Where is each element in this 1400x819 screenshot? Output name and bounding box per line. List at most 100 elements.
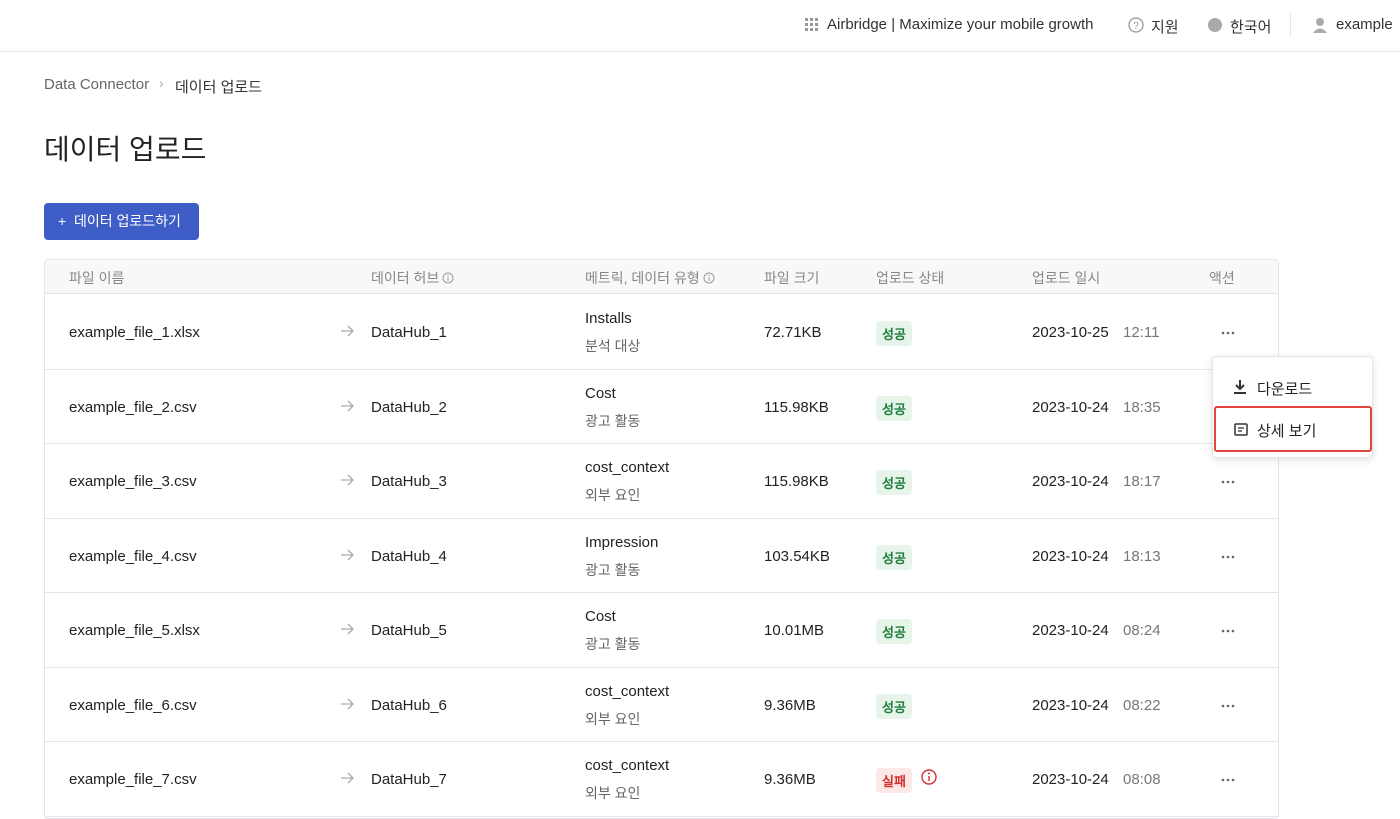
arrow-icon: [341, 548, 355, 566]
action-button[interactable]: [1221, 770, 1235, 788]
action-button[interactable]: [1221, 696, 1235, 714]
support-link[interactable]: 지원: [1151, 19, 1179, 36]
divider: [1290, 13, 1291, 37]
upload-date: 2023-10-24: [1032, 696, 1109, 714]
data-hub: DataHub_3: [371, 473, 447, 490]
upload-time: 18:35: [1123, 398, 1161, 416]
user-icon: [1313, 18, 1327, 33]
user-menu[interactable]: example: [1336, 16, 1393, 33]
plus-icon: +: [58, 213, 67, 229]
table-row: example_file_3.csv DataHub_3 cost_context 외…: [45, 444, 1278, 519]
data-type: 외부 요인: [585, 487, 641, 503]
arrow-icon: [341, 697, 355, 715]
file-name: example_file_1.xlsx: [69, 324, 200, 341]
status-info-icon[interactable]: [921, 769, 937, 790]
file-name: example_file_3.csv: [69, 473, 197, 490]
data-hub: DataHub_7: [371, 771, 447, 788]
help-icon: ?: [1128, 17, 1144, 33]
arrow-icon: [341, 324, 355, 342]
details-icon: [1234, 423, 1248, 436]
table-row: example_file_7.csv DataHub_7 cost_context 외…: [45, 742, 1278, 817]
metric: cost_context: [585, 682, 670, 700]
action-button[interactable]: [1221, 323, 1235, 341]
column-header: 파일 크기: [764, 270, 820, 286]
info-icon: [700, 270, 715, 286]
table-row: example_file_5.xlsx DataHub_5 Cost 광고 활동 10.…: [45, 593, 1278, 668]
data-hub: DataHub_6: [371, 696, 447, 714]
column-header: 파일 이름: [69, 270, 125, 286]
data-type: 광고 활동: [585, 636, 641, 652]
file-name: example_file_4.csv: [69, 547, 197, 565]
globe-icon: [1208, 18, 1222, 32]
metric: Installs: [585, 310, 632, 327]
file-name: example_file_5.xlsx: [69, 622, 200, 639]
breadcrumb-current: 데이터 업로드: [175, 79, 262, 96]
upload-time: 12:11: [1123, 324, 1160, 341]
file-size: 115.98KB: [764, 398, 829, 416]
table-header: 파일 이름 데이터 허브 메트릭, 데이터 유형 파일 크기 업로드 상태 업로드 일시 액…: [45, 260, 1278, 294]
menu-download[interactable]: 다운로드: [1257, 381, 1313, 398]
upload-button[interactable]: + 데이터 업로드하기: [44, 203, 199, 240]
status-badge: 실패: [876, 768, 912, 793]
upload-date: 2023-10-24: [1032, 398, 1109, 416]
top-bar: Airbridge | Maximize your mobile growth …: [0, 0, 1400, 52]
column-header: 업로드 상태: [876, 270, 945, 286]
arrow-icon: [341, 473, 355, 491]
file-size: 72.71KB: [764, 324, 822, 341]
data-type: 광고 활동: [585, 561, 641, 578]
action-button[interactable]: [1221, 472, 1235, 490]
grid-icon: [805, 18, 818, 31]
column-header: 액션: [1209, 270, 1235, 286]
action-button[interactable]: [1221, 621, 1235, 639]
upload-date: 2023-10-24: [1032, 622, 1109, 639]
arrow-icon: [341, 622, 355, 640]
status-badge: 성공: [876, 693, 912, 719]
upload-time: 08:08: [1123, 771, 1161, 788]
arrow-icon: [341, 399, 355, 417]
data-hub: DataHub_1: [371, 324, 447, 341]
data-type: 외부 요인: [585, 785, 641, 801]
action-menu: 다운로드 상세 보기: [1212, 356, 1373, 458]
metric: cost_context: [585, 459, 670, 476]
status-badge: 성공: [876, 619, 912, 644]
upload-table: 파일 이름 데이터 허브 메트릭, 데이터 유형 파일 크기 업로드 상태 업로드 일시 액…: [44, 259, 1279, 819]
metric: Cost: [585, 608, 616, 625]
data-type: 분석 대상: [585, 338, 641, 354]
data-type: 광고 활동: [585, 412, 641, 429]
table-row: example_file_2.csv DataHub_2 Cost 광고 활동 115.…: [45, 370, 1278, 444]
column-header: 데이터 허브: [371, 268, 454, 288]
upload-date: 2023-10-25: [1032, 324, 1109, 341]
data-hub: DataHub_5: [371, 622, 447, 639]
details-highlight[interactable]: 상세 보기: [1214, 406, 1372, 452]
table-row: example_file_1.xlsx DataHub_1 Installs 분석 대…: [45, 295, 1278, 370]
info-icon: [439, 270, 454, 286]
upload-time: 08:22: [1123, 696, 1161, 714]
status-badge: 성공: [876, 470, 912, 495]
brand-link[interactable]: Airbridge | Maximize your mobile growth: [827, 16, 1094, 33]
action-button[interactable]: [1221, 547, 1235, 565]
file-size: 10.01MB: [764, 622, 825, 639]
data-type: 외부 요인: [585, 710, 641, 727]
upload-date: 2023-10-24: [1032, 771, 1109, 788]
table-row: example_file_6.csv DataHub_6 cost_context 외…: [45, 668, 1278, 742]
language-select[interactable]: 한국어: [1230, 19, 1272, 36]
status-badge: 성공: [876, 321, 912, 346]
upload-date: 2023-10-24: [1032, 473, 1109, 490]
file-name: example_file_6.csv: [69, 696, 197, 714]
status-badge: 성공: [876, 544, 912, 570]
download-icon: [1234, 380, 1246, 394]
metric: Impression: [585, 533, 659, 551]
menu-details[interactable]: 상세 보기: [1257, 423, 1317, 440]
arrow-icon: [341, 771, 355, 789]
breadcrumb-parent[interactable]: Data Connector: [44, 76, 150, 93]
page-title: 데이터 업로드: [44, 134, 207, 165]
breadcrumb-separator: ›: [159, 75, 164, 91]
data-hub: DataHub_4: [371, 547, 447, 565]
table-row: example_file_4.csv DataHub_4 Impression 광고 …: [45, 519, 1278, 593]
file-size: 9.36MB: [764, 696, 816, 714]
metric: cost_context: [585, 757, 670, 774]
file-name: example_file_2.csv: [69, 398, 197, 416]
file-size: 115.98KB: [764, 473, 829, 490]
upload-date: 2023-10-24: [1032, 547, 1109, 565]
